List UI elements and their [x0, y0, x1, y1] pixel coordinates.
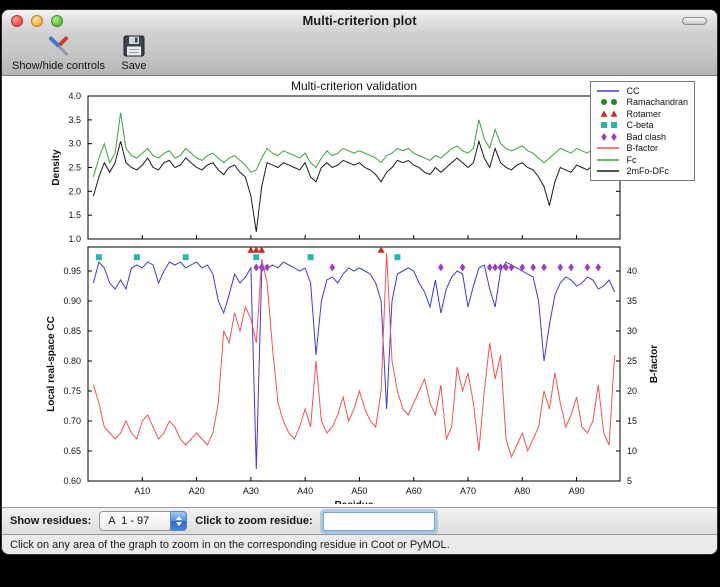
legend-marker-icon	[597, 159, 620, 161]
legend-item: CC	[595, 85, 688, 97]
svg-text:20: 20	[627, 386, 637, 396]
svg-text:A50: A50	[351, 486, 367, 496]
stepper-arrows-icon	[170, 511, 188, 531]
svg-text:A30: A30	[243, 486, 259, 496]
legend-marker-icon	[601, 110, 618, 117]
svg-text:0.65: 0.65	[63, 446, 81, 456]
svg-text:Density: Density	[51, 149, 62, 186]
svg-text:Residue: Residue	[335, 500, 374, 504]
svg-text:25: 25	[627, 356, 637, 366]
legend-marker-icon	[601, 132, 618, 141]
legend-label: 2mFo-DFc	[626, 166, 669, 177]
legend-item: Rotamer	[595, 108, 688, 120]
svg-text:4.0: 4.0	[68, 91, 81, 101]
svg-text:Local real-space CC: Local real-space CC	[46, 316, 57, 412]
svg-text:A10: A10	[134, 486, 150, 496]
status-text: Click on any area of the graph to zoom i…	[10, 538, 450, 551]
plot-area: Multi-criterion validation 1.0 1.5 2.0 2.5 3.…	[2, 76, 717, 507]
save-icon	[121, 33, 147, 59]
chart-legend: CC Ramachandran Rotamer C-beta Bad clash B-fa…	[590, 81, 695, 181]
zoom-residue-input[interactable]	[322, 511, 435, 531]
svg-text:15: 15	[627, 416, 637, 426]
legend-marker-icon	[601, 99, 618, 106]
svg-text:3.5: 3.5	[68, 115, 81, 125]
legend-marker-icon	[597, 90, 620, 92]
legend-item: C-beta	[595, 120, 688, 132]
svg-text:A60: A60	[406, 486, 422, 496]
status-bar: Click on any area of the graph to zoom i…	[2, 534, 717, 554]
legend-label: Bad clash	[626, 131, 666, 142]
svg-text:0.70: 0.70	[63, 416, 81, 426]
show-hide-controls-button[interactable]: Show/hide controls	[12, 33, 105, 72]
svg-text:2.5: 2.5	[68, 163, 81, 173]
svg-text:A90: A90	[569, 486, 585, 496]
svg-text:0.95: 0.95	[63, 266, 81, 276]
show-residues-label: Show residues:	[10, 515, 92, 527]
svg-text:Multi-criterion validation: Multi-criterion validation	[291, 79, 417, 93]
legend-label: Fc	[626, 154, 637, 165]
legend-label: CC	[626, 85, 640, 96]
save-button[interactable]: Save	[121, 33, 147, 72]
minimize-button[interactable]	[31, 15, 43, 27]
svg-text:1.0: 1.0	[68, 234, 81, 244]
app-window: Multi-criterion plot Show/hide controls	[1, 9, 718, 555]
svg-text:0.85: 0.85	[63, 326, 81, 336]
svg-text:35: 35	[627, 296, 637, 306]
svg-text:0.90: 0.90	[63, 296, 81, 306]
svg-text:0.80: 0.80	[63, 356, 81, 366]
legend-item: B-factor	[595, 143, 688, 155]
tool-label: Save	[121, 60, 147, 72]
legend-label: Rotamer	[626, 108, 661, 119]
svg-text:3.0: 3.0	[68, 139, 81, 149]
controls-bar: Show residues: A 1 - 97 Click to zoom re…	[2, 507, 717, 534]
legend-label: C-beta	[626, 120, 654, 131]
svg-text:1.5: 1.5	[68, 210, 81, 220]
legend-label: B-factor	[626, 143, 658, 154]
selected-range: A 1 - 97	[108, 515, 150, 527]
legend-item: 2mFo-DFc	[595, 166, 688, 178]
close-button[interactable]	[11, 15, 23, 27]
legend-item: Ramachandran	[595, 97, 688, 109]
toolbar: Show/hide controls Save	[2, 32, 717, 76]
window-title: Multi-criterion plot	[302, 13, 417, 28]
svg-text:A20: A20	[189, 486, 205, 496]
svg-text:5: 5	[627, 476, 632, 486]
zoom-residue-label: Click to zoom residue:	[195, 515, 313, 527]
svg-text:0.75: 0.75	[63, 386, 81, 396]
tools-icon	[45, 33, 71, 59]
svg-text:0.60: 0.60	[63, 476, 81, 486]
svg-text:10: 10	[627, 446, 637, 456]
svg-text:A80: A80	[514, 486, 530, 496]
legend-marker-icon	[597, 170, 620, 172]
legend-label: Ramachandran	[626, 97, 688, 108]
zoom-button[interactable]	[51, 15, 63, 27]
toolbar-toggle-button[interactable]	[682, 17, 707, 25]
legend-marker-icon	[601, 122, 618, 129]
tool-label: Show/hide controls	[12, 60, 105, 72]
svg-text:2.0: 2.0	[68, 186, 81, 196]
svg-text:30: 30	[627, 326, 637, 336]
legend-item: Bad clash	[595, 131, 688, 143]
legend-marker-icon	[597, 147, 620, 149]
title-bar[interactable]: Multi-criterion plot	[2, 10, 717, 32]
window-controls	[11, 10, 63, 32]
svg-text:A70: A70	[460, 486, 476, 496]
svg-text:B-factor: B-factor	[649, 345, 660, 383]
svg-text:A40: A40	[297, 486, 313, 496]
show-residues-select[interactable]: A 1 - 97	[99, 511, 188, 531]
svg-text:40: 40	[627, 266, 637, 276]
legend-item: Fc	[595, 154, 688, 166]
